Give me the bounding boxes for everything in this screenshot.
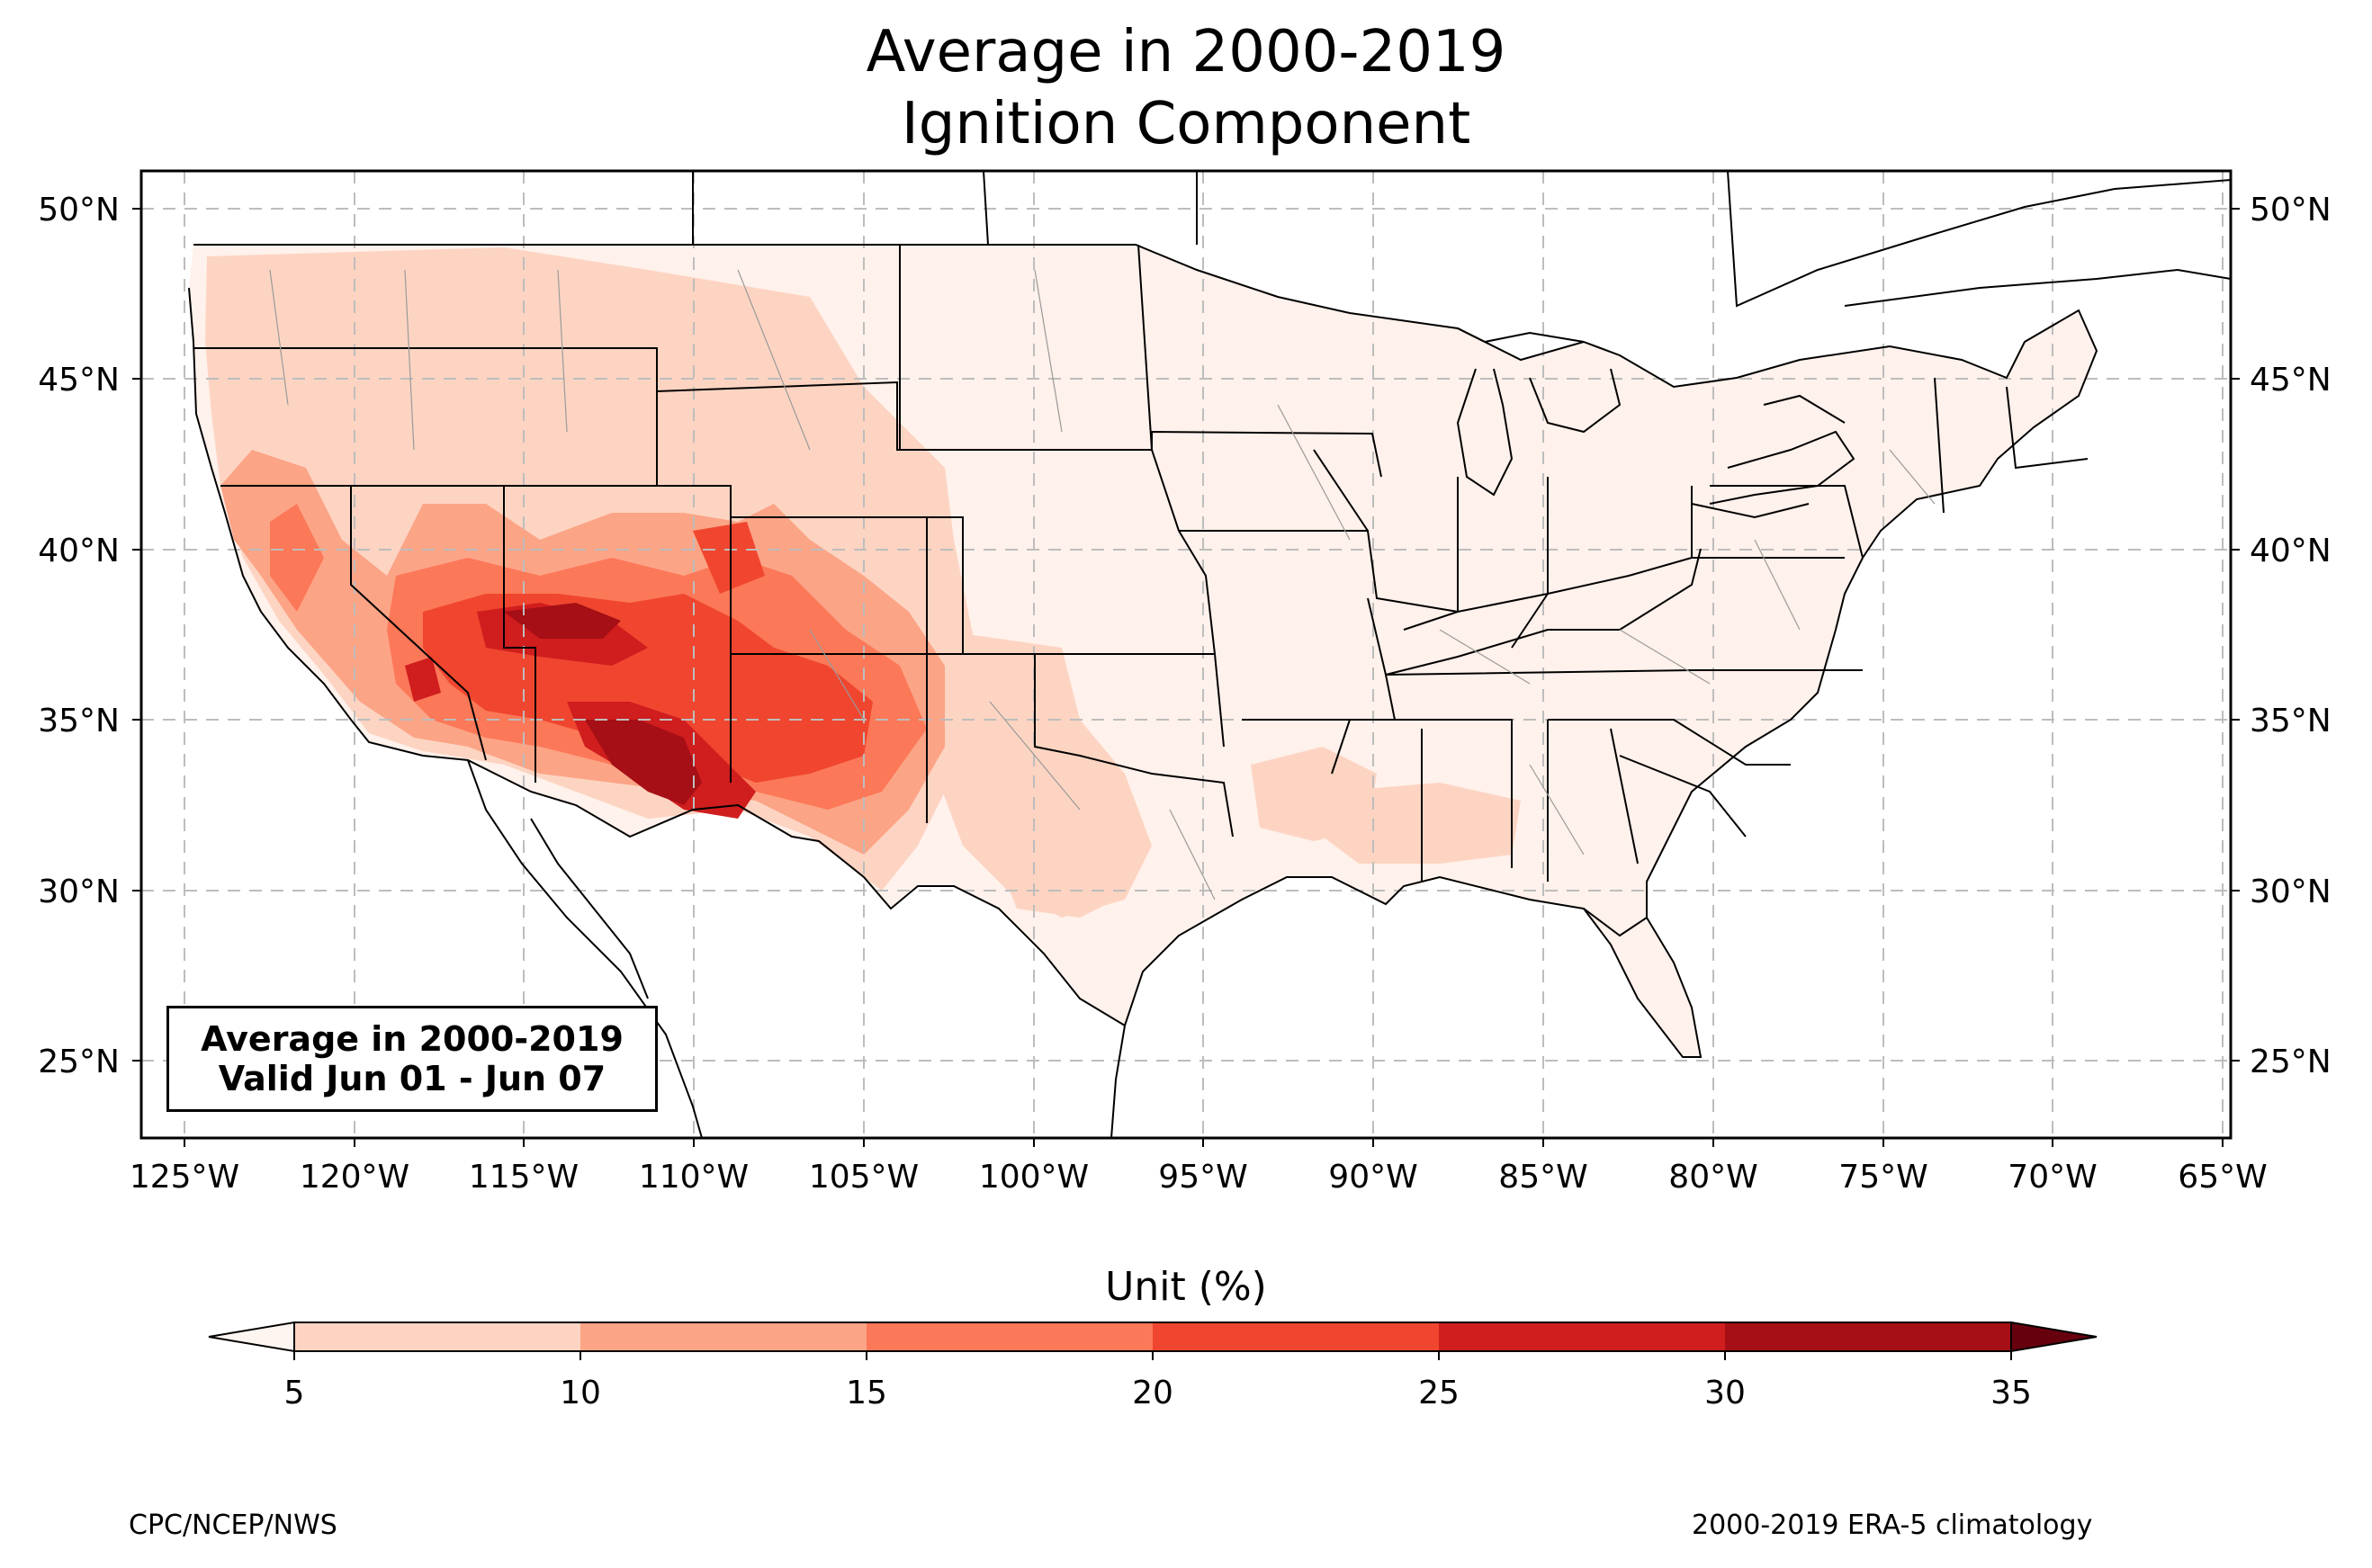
lon-label: 120°W xyxy=(300,1159,409,1196)
lat-label: 50°N xyxy=(2250,192,2332,228)
coastline xyxy=(188,244,2098,1058)
lon-label: 85°W xyxy=(1498,1159,1587,1196)
colorbar-tick: 5 xyxy=(284,1375,305,1411)
lon-label: 80°W xyxy=(1668,1159,1757,1196)
colorbar-tick: 10 xyxy=(560,1375,601,1411)
lon-label: 125°W xyxy=(130,1159,239,1196)
title-line-1: Average in 2000-2019 xyxy=(866,19,1506,85)
valid-period-box: Average in 2000-2019 Valid Jun 01 - Jun … xyxy=(166,1006,658,1112)
lon-label: 110°W xyxy=(639,1159,749,1196)
lon-labels: 125°W 120°W 115°W 110°W 105°W 100°W 95°W… xyxy=(130,1159,2268,1196)
lat-label: 25°N xyxy=(2250,1044,2332,1080)
colorbar-tick: 35 xyxy=(1990,1375,2032,1411)
info-box-line-2: Valid Jun 01 - Jun 07 xyxy=(218,1059,606,1098)
great-lakes xyxy=(1456,327,1855,519)
lat-label: 45°N xyxy=(2250,362,2332,399)
chart-title: Average in 2000-2019 Ignition Component xyxy=(0,16,2372,160)
lat-label: 40°N xyxy=(2250,533,2332,569)
lon-label: 90°W xyxy=(1328,1159,1417,1196)
footer-source: CPC/NCEP/NWS xyxy=(129,1510,337,1541)
footer-climatology: 2000-2019 ERA-5 climatology xyxy=(1692,1510,2093,1541)
lat-label: 40°N xyxy=(38,533,120,569)
colorbar-swatch xyxy=(294,1322,580,1351)
lon-label: 105°W xyxy=(809,1159,919,1196)
title-line-2: Ignition Component xyxy=(901,91,1471,157)
colorbar-tick: 15 xyxy=(846,1375,887,1411)
lon-label: 65°W xyxy=(2178,1159,2267,1196)
lat-label: 45°N xyxy=(38,362,120,399)
colorbar-swatch xyxy=(1153,1322,1439,1351)
mexico-coastline xyxy=(467,759,1648,1138)
colorbar-swatch xyxy=(1725,1322,2011,1351)
lat-labels-left: 50°N 45°N 40°N 35°N 30°N 25°N xyxy=(38,192,120,1080)
lon-label: 115°W xyxy=(469,1159,579,1196)
lat-label: 30°N xyxy=(2250,874,2332,910)
state-boundaries xyxy=(193,244,2089,882)
lon-label: 95°W xyxy=(1158,1159,1247,1196)
lat-labels-right: 50°N 45°N 40°N 35°N 30°N 25°N xyxy=(2250,192,2332,1080)
colorbar-tick: 25 xyxy=(1418,1375,1460,1411)
lat-label: 50°N xyxy=(38,192,120,228)
lat-label: 25°N xyxy=(38,1044,120,1080)
canada-boundary xyxy=(692,171,2231,308)
info-box-line-1: Average in 2000-2019 xyxy=(201,1019,624,1059)
tick-marks xyxy=(132,208,2240,1147)
lat-label: 35°N xyxy=(38,703,120,739)
colorbar-swatch xyxy=(867,1322,1153,1351)
colorbar-low-extension xyxy=(208,1321,295,1353)
colorbar-swatch xyxy=(1439,1322,1725,1351)
map-frame xyxy=(139,169,2233,1140)
lon-label: 100°W xyxy=(979,1159,1089,1196)
colorbar-high-extension xyxy=(2010,1321,2098,1353)
gridlines xyxy=(141,171,2231,1138)
lat-label: 35°N xyxy=(2250,703,2332,739)
colorbar-swatch xyxy=(580,1322,867,1351)
colorbar-label: Unit (%) xyxy=(1105,1264,1267,1310)
colorbar-tick: 30 xyxy=(1704,1375,1746,1411)
lon-label: 75°W xyxy=(1838,1159,1927,1196)
lat-label: 30°N xyxy=(38,874,120,910)
colorbar: 5 10 15 20 25 30 35 xyxy=(208,1321,2098,1411)
colorbar-tick: 20 xyxy=(1132,1375,1173,1411)
minor-boundaries xyxy=(269,269,1936,900)
lon-label: 70°W xyxy=(2008,1159,2097,1196)
